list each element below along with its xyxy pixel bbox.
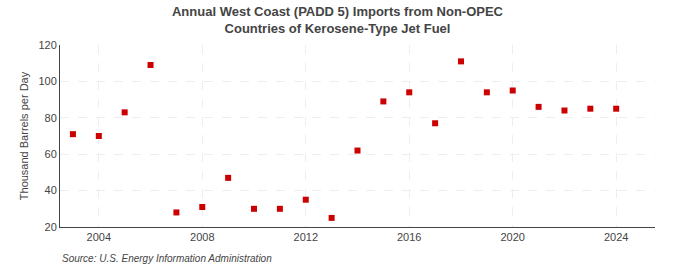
svg-text:80: 80: [45, 112, 57, 124]
svg-text:2020: 2020: [500, 231, 524, 243]
svg-text:2008: 2008: [190, 231, 214, 243]
svg-text:Thousand Barrels per Day: Thousand Barrels per Day: [18, 71, 30, 200]
svg-text:60: 60: [45, 148, 57, 160]
svg-text:40: 40: [45, 184, 57, 196]
svg-text:Source: U.S. Energy Informatio: Source: U.S. Energy Information Administ…: [62, 253, 272, 264]
svg-text:2012: 2012: [294, 231, 318, 243]
svg-text:100: 100: [38, 75, 56, 87]
svg-text:Annual West Coast (PADD 5) Imp: Annual West Coast (PADD 5) Imports from …: [172, 4, 504, 36]
svg-text:2004: 2004: [87, 231, 111, 243]
svg-text:20: 20: [45, 221, 57, 233]
svg-text:2024: 2024: [604, 231, 628, 243]
svg-text:2016: 2016: [397, 231, 421, 243]
svg-text:120: 120: [38, 39, 56, 51]
